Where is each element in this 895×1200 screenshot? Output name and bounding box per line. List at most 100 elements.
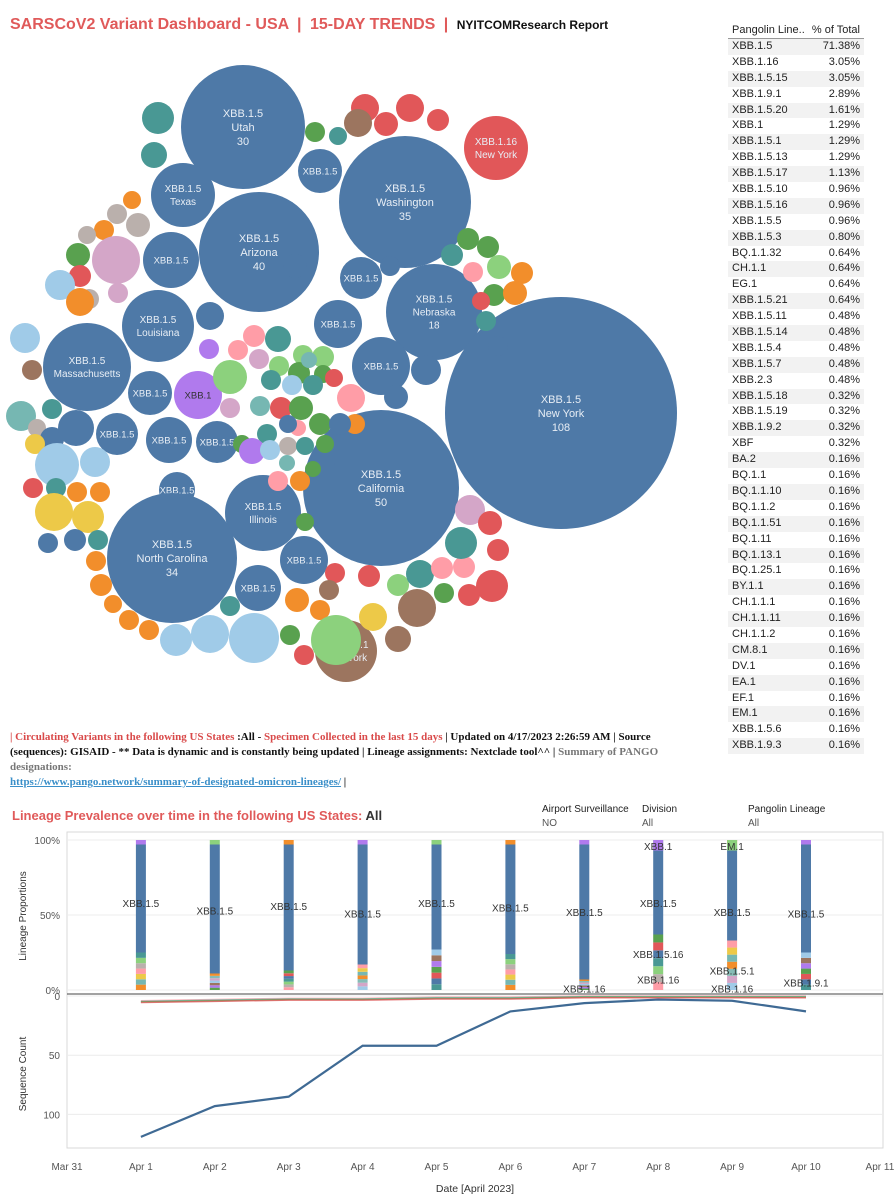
bar-segment[interactable] <box>357 971 368 976</box>
bar-segment[interactable] <box>431 961 442 967</box>
variant-bubble[interactable] <box>249 349 269 369</box>
variant-bubble[interactable] <box>228 340 248 360</box>
lineage-row[interactable]: XBB.1.5.16 0.96% <box>728 197 864 214</box>
bar-segment[interactable] <box>431 840 442 845</box>
variant-bubble[interactable] <box>487 255 511 279</box>
bar-segment[interactable] <box>209 975 220 979</box>
bar-segment[interactable] <box>209 982 220 986</box>
variant-bubble[interactable] <box>78 226 96 244</box>
variant-bubble[interactable] <box>46 478 66 498</box>
bar-segment[interactable] <box>801 957 811 964</box>
variant-bubble[interactable] <box>406 560 434 588</box>
variant-bubble[interactable] <box>374 112 398 136</box>
lineage-row[interactable]: BY.1.1 0.16% <box>728 579 864 596</box>
bar-segment[interactable] <box>283 840 294 845</box>
variant-bubble[interactable] <box>122 290 194 362</box>
lineage-row[interactable]: XBB.1.5.6 0.16% <box>728 722 864 738</box>
lineage-row[interactable]: XBB.1.5.14 0.48% <box>728 325 864 341</box>
variant-bubble[interactable] <box>385 626 411 652</box>
bar-segment[interactable] <box>579 988 590 991</box>
lineage-row[interactable]: BQ.1.1.51 0.16% <box>728 515 864 532</box>
variant-bubble[interactable] <box>325 563 345 583</box>
variant-bubble[interactable] <box>290 471 310 491</box>
variant-bubble[interactable] <box>352 337 410 395</box>
variant-bubble[interactable] <box>311 615 361 665</box>
bar-segment[interactable] <box>505 974 516 980</box>
variant-bubble[interactable] <box>488 336 508 356</box>
variant-bubble[interactable] <box>427 109 449 131</box>
variant-bubble[interactable] <box>279 415 297 433</box>
variant-bubble[interactable] <box>80 447 110 477</box>
bar-segment[interactable] <box>579 984 590 986</box>
variant-bubble[interactable] <box>503 281 527 305</box>
variant-bubble[interactable] <box>453 556 475 578</box>
variant-bubble[interactable] <box>317 455 335 473</box>
variant-bubble[interactable] <box>398 589 436 627</box>
variant-bubble[interactable] <box>10 323 40 353</box>
bar-segment[interactable] <box>579 981 590 983</box>
bar-segment[interactable] <box>209 840 220 845</box>
bar-segment[interactable] <box>653 950 664 959</box>
variant-bubble[interactable] <box>108 283 128 303</box>
lineage-row[interactable]: BQ.1.11 0.16% <box>728 532 864 548</box>
variant-bubble[interactable] <box>107 493 237 623</box>
variant-bubble[interactable] <box>340 257 382 299</box>
bar-segment[interactable] <box>431 949 442 956</box>
lineage-row[interactable]: DV.1 0.16% <box>728 659 864 675</box>
pangolin-filter[interactable]: Pangolin Lineage All <box>748 804 825 829</box>
bar-segment[interactable] <box>283 981 294 985</box>
variant-bubble[interactable] <box>511 262 533 284</box>
variant-bubble[interactable] <box>289 396 313 420</box>
bar-segment[interactable] <box>431 955 442 962</box>
variant-bubble[interactable] <box>296 513 314 531</box>
variant-bubble[interactable] <box>64 529 86 551</box>
bar-segment[interactable] <box>209 987 220 990</box>
variant-bubble[interactable] <box>6 401 36 431</box>
bar-segment[interactable] <box>727 954 738 962</box>
variant-bubble[interactable] <box>261 370 281 390</box>
bar-segment[interactable] <box>801 973 811 980</box>
variant-bubble[interactable] <box>270 397 292 419</box>
division-filter[interactable]: Division All <box>642 804 677 829</box>
bar-segment-xbb15[interactable] <box>209 844 220 974</box>
lineage-row[interactable]: XBB.1.5.20 1.61% <box>728 102 864 119</box>
bar-segment[interactable] <box>357 840 368 845</box>
bar-segment[interactable] <box>357 975 368 980</box>
bar-segment[interactable] <box>653 958 664 967</box>
variant-bubble[interactable] <box>458 584 480 606</box>
bar-segment[interactable] <box>801 979 811 985</box>
variant-bubble[interactable] <box>66 243 90 267</box>
variant-bubble[interactable] <box>143 232 199 288</box>
variant-bubble[interactable] <box>239 438 265 464</box>
variant-bubble[interactable] <box>146 417 192 463</box>
variant-bubble[interactable] <box>243 325 265 347</box>
variant-bubble[interactable] <box>339 136 471 268</box>
bar-segment[interactable] <box>431 966 442 973</box>
bar-segment[interactable] <box>135 979 146 985</box>
variant-bubble[interactable] <box>42 399 62 419</box>
lineage-row[interactable]: XBB.1.5.4 0.48% <box>728 341 864 357</box>
variant-bubble[interactable] <box>463 262 483 282</box>
lineage-row[interactable]: XBB.2.3 0.48% <box>728 373 864 389</box>
bar-segment[interactable] <box>653 974 664 983</box>
variant-bubble[interactable] <box>28 419 46 437</box>
bar-segment[interactable] <box>209 973 220 976</box>
bar-segment-xbb15[interactable] <box>357 844 368 965</box>
bar-segment[interactable] <box>283 970 294 974</box>
bar-segment[interactable] <box>653 942 664 951</box>
variant-bubble[interactable] <box>455 495 485 525</box>
variant-bubble[interactable] <box>478 511 502 535</box>
variant-bubble[interactable] <box>181 65 305 189</box>
bar-segment-xbb15[interactable] <box>283 844 294 971</box>
variant-bubble[interactable] <box>310 600 330 620</box>
variant-bubble[interactable] <box>45 270 75 300</box>
variant-bubble[interactable] <box>337 384 365 412</box>
lineage-row[interactable]: CM.8.1 0.16% <box>728 642 864 659</box>
variant-bubble[interactable] <box>316 435 334 453</box>
variant-bubble[interactable] <box>457 228 479 250</box>
variant-bubble[interactable] <box>445 527 477 559</box>
variant-bubble[interactable] <box>107 204 127 224</box>
variant-bubble[interactable] <box>92 236 140 284</box>
variant-bubble[interactable] <box>477 236 499 258</box>
lineage-row[interactable]: XBB.1 1.29% <box>728 118 864 134</box>
